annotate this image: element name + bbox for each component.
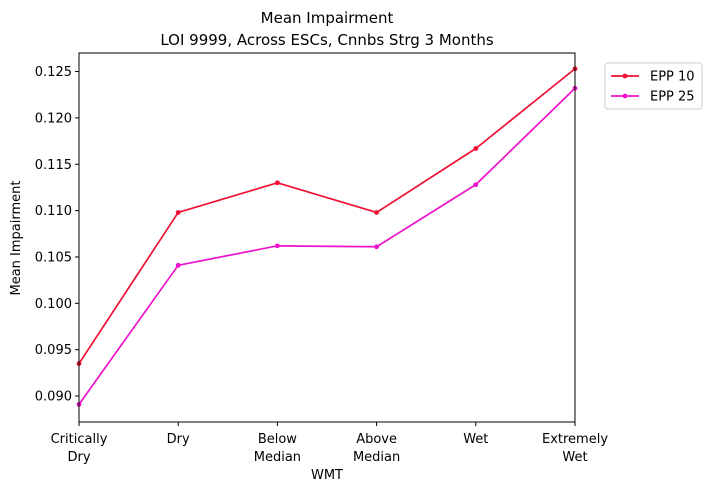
series-1-point xyxy=(374,210,379,215)
legend-box xyxy=(604,62,703,110)
y-tick-label: 0.110 xyxy=(35,204,72,219)
x-tick-label: Extremely xyxy=(542,432,608,447)
x-tick-label: Wet xyxy=(562,450,587,465)
series-2-point xyxy=(374,244,379,250)
x-tick-label: Wet xyxy=(463,432,488,447)
series-2-point xyxy=(473,182,479,188)
series-line-2 xyxy=(78,87,576,405)
x-axis-label: WMT xyxy=(311,468,343,483)
series-2-point xyxy=(275,243,280,249)
x-tick-label: Above xyxy=(356,432,397,447)
y-tick-label: 0.100 xyxy=(35,297,72,312)
x-tick-label: Below xyxy=(258,432,297,447)
x-tick-label: Dry xyxy=(167,432,190,447)
series-1-point xyxy=(175,210,181,215)
y-axis-label: Mean Impairment xyxy=(9,181,24,296)
legend-marker-1 xyxy=(622,73,628,79)
chart-title: Mean Impairment xyxy=(261,9,394,27)
legend-label-2: EPP 25 xyxy=(650,90,695,105)
series-2-point xyxy=(175,262,181,268)
x-tick-label: Median xyxy=(353,450,400,465)
series-1-point xyxy=(275,180,280,186)
y-tick-label: 0.095 xyxy=(35,343,72,358)
series-1-point xyxy=(473,146,479,151)
x-tick-label: Critically xyxy=(51,432,108,447)
y-tick-label: 0.090 xyxy=(35,390,72,405)
y-tick-label: 0.105 xyxy=(35,250,72,265)
x-tick-label: Median xyxy=(254,450,301,465)
y-tick-label: 0.120 xyxy=(35,111,72,126)
chart-subtitle: LOI 9999, Across ESCs, Cnnbs Strg 3 Mont… xyxy=(160,31,494,49)
y-tick-label: 0.125 xyxy=(35,65,72,80)
legend-marker-2 xyxy=(622,93,628,99)
plot-frame xyxy=(78,52,576,423)
series-line-1 xyxy=(78,68,576,365)
x-tick-label: Dry xyxy=(67,450,90,465)
y-tick-label: 0.115 xyxy=(35,158,72,173)
legend-label-1: EPP 10 xyxy=(650,70,695,85)
